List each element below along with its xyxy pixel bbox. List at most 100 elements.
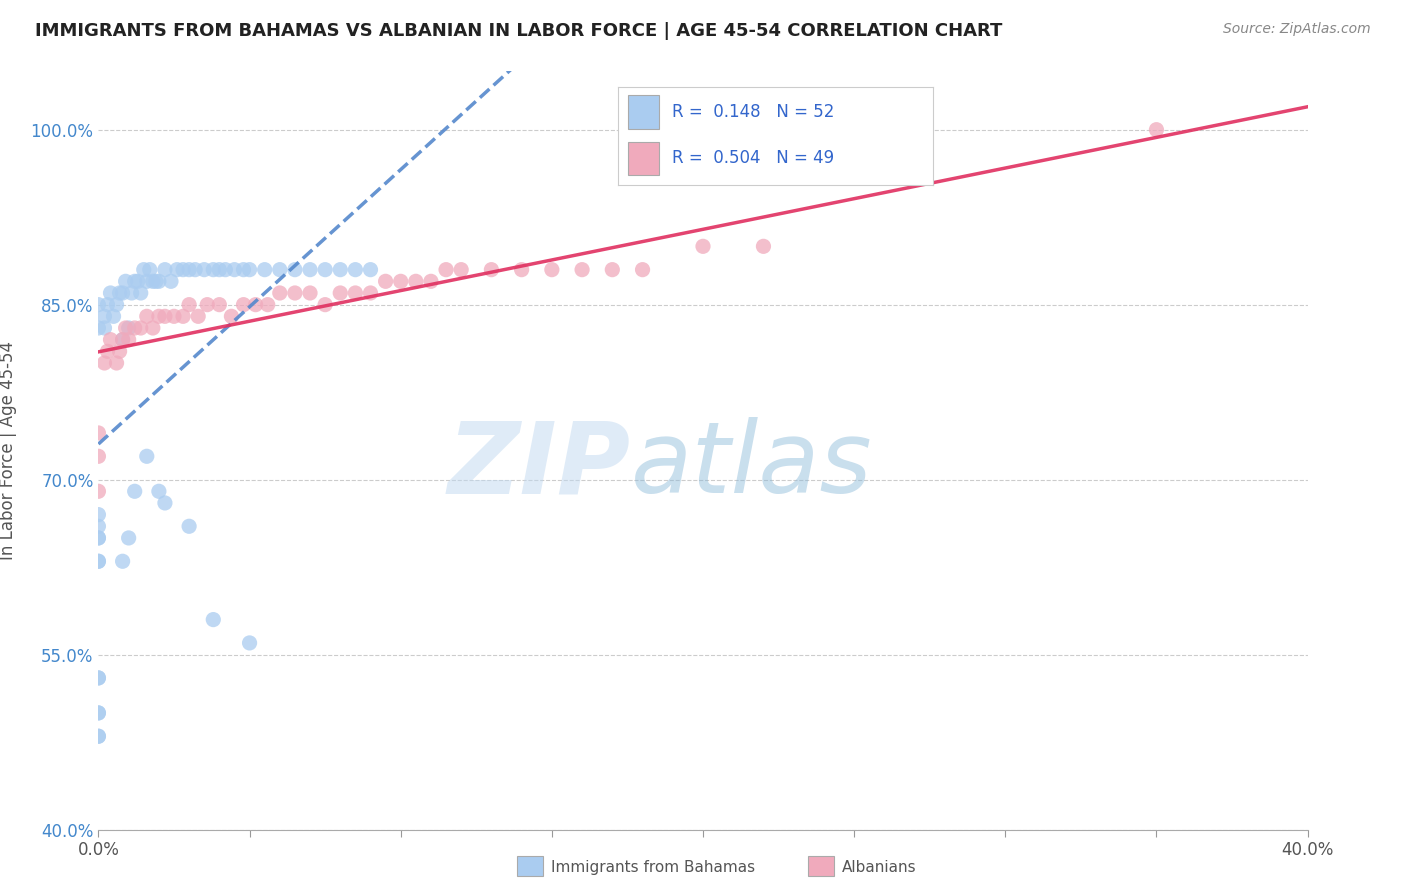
Point	[179, 519, 201, 533]
Point	[132, 262, 155, 277]
Point	[139, 262, 162, 277]
Point	[202, 613, 225, 627]
Point	[360, 262, 382, 277]
Text: ZIP: ZIP	[447, 417, 630, 514]
Point	[232, 298, 254, 312]
Point	[389, 274, 412, 288]
Point	[135, 274, 157, 288]
Point	[100, 333, 122, 347]
Point	[129, 321, 152, 335]
Point	[284, 262, 307, 277]
Point	[631, 262, 654, 277]
Point	[148, 310, 170, 324]
Point	[179, 298, 201, 312]
Point	[87, 706, 110, 720]
Point	[374, 274, 396, 288]
Text: IMMIGRANTS FROM BAHAMAS VS ALBANIAN IN LABOR FORCE | AGE 45-54 CORRELATION CHART: IMMIGRANTS FROM BAHAMAS VS ALBANIAN IN L…	[35, 22, 1002, 40]
Point	[602, 262, 624, 277]
Point	[87, 729, 110, 743]
Point	[118, 321, 141, 335]
Point	[299, 285, 322, 300]
Text: Albanians: Albanians	[842, 860, 917, 874]
Point	[111, 554, 134, 568]
Point	[93, 356, 115, 370]
Text: atlas: atlas	[630, 417, 872, 514]
Y-axis label: In Labor Force | Age 45-54: In Labor Force | Age 45-54	[0, 341, 17, 560]
Point	[103, 310, 125, 324]
Point	[314, 298, 336, 312]
Point	[124, 484, 146, 499]
Point	[121, 285, 143, 300]
Point	[245, 298, 267, 312]
Point	[96, 344, 118, 359]
Point	[93, 310, 115, 324]
Point	[344, 262, 367, 277]
Point	[87, 706, 110, 720]
Point	[208, 262, 231, 277]
Point	[510, 262, 533, 277]
Point	[100, 285, 122, 300]
Point	[344, 285, 367, 300]
Point	[118, 333, 141, 347]
Point	[87, 554, 110, 568]
Point	[269, 262, 291, 277]
Point	[239, 636, 262, 650]
Point	[284, 285, 307, 300]
Point	[148, 484, 170, 499]
Point	[329, 262, 352, 277]
Point	[752, 239, 775, 253]
Point	[163, 310, 186, 324]
Point	[256, 298, 278, 312]
Point	[166, 262, 188, 277]
Point	[208, 298, 231, 312]
Point	[160, 274, 183, 288]
Point	[224, 262, 246, 277]
Point	[145, 274, 167, 288]
Point	[172, 310, 194, 324]
Point	[118, 531, 141, 545]
Point	[187, 310, 209, 324]
Point	[111, 333, 134, 347]
Point	[129, 285, 152, 300]
Point	[360, 285, 382, 300]
Point	[111, 285, 134, 300]
Point	[93, 321, 115, 335]
Point	[124, 274, 146, 288]
Point	[87, 450, 110, 464]
Point	[108, 285, 131, 300]
Point	[87, 425, 110, 440]
Point	[96, 298, 118, 312]
Point	[87, 531, 110, 545]
Point	[87, 554, 110, 568]
Point	[193, 262, 215, 277]
Point	[221, 310, 243, 324]
Point	[111, 333, 134, 347]
Point	[314, 262, 336, 277]
Point	[172, 262, 194, 277]
Point	[87, 508, 110, 522]
Point	[253, 262, 276, 277]
Point	[329, 285, 352, 300]
Point	[87, 321, 110, 335]
Point	[87, 531, 110, 545]
Point	[87, 729, 110, 743]
Point	[153, 310, 176, 324]
Point	[87, 484, 110, 499]
Point	[202, 262, 225, 277]
Point	[148, 274, 170, 288]
Point	[571, 262, 593, 277]
Point	[214, 262, 236, 277]
Point	[540, 262, 562, 277]
Point	[434, 262, 457, 277]
Point	[450, 262, 472, 277]
Point	[87, 298, 110, 312]
Point	[420, 274, 443, 288]
Text: Source: ZipAtlas.com: Source: ZipAtlas.com	[1223, 22, 1371, 37]
Point	[105, 356, 128, 370]
Point	[153, 262, 176, 277]
Point	[114, 274, 136, 288]
Point	[299, 262, 322, 277]
Point	[481, 262, 503, 277]
Text: Immigrants from Bahamas: Immigrants from Bahamas	[551, 860, 755, 874]
Point	[87, 671, 110, 685]
